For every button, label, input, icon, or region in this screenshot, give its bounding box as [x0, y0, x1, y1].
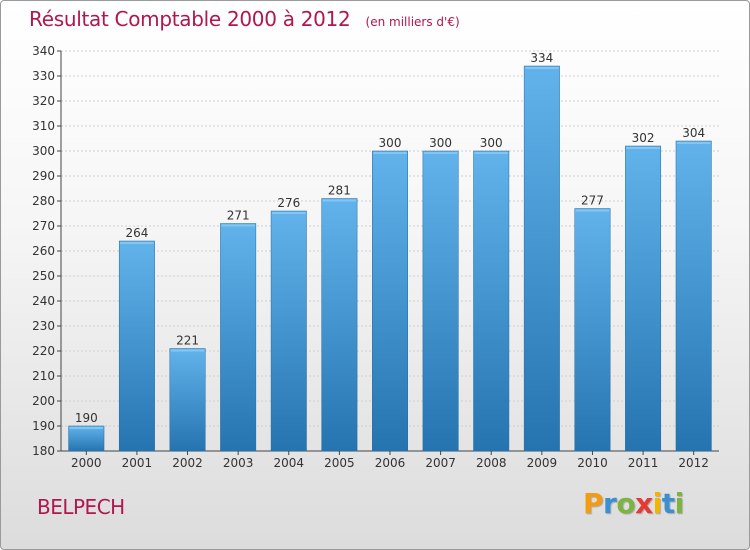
y-tick-label: 230: [32, 319, 55, 333]
bar: [321, 198, 358, 452]
bar-highlight: [676, 142, 711, 144]
x-tick-label: 2004: [273, 456, 304, 470]
data-label: 264: [125, 226, 148, 240]
y-tick-label: 310: [32, 119, 55, 133]
bar-highlight: [423, 152, 458, 154]
x-tick-label: 2001: [122, 456, 153, 470]
bar-highlight: [373, 152, 407, 154]
bar-highlight: [575, 209, 610, 212]
y-tick-label: 340: [32, 44, 55, 58]
bar: [523, 65, 560, 452]
bar-highlight: [474, 152, 508, 154]
bar-highlight: [120, 242, 154, 244]
x-tick-label: 2000: [71, 456, 102, 470]
y-tick-label: 240: [32, 294, 55, 308]
y-tick-label: 200: [32, 394, 55, 408]
data-label: 302: [632, 131, 655, 145]
bar-highlight: [69, 427, 104, 429]
bar: [220, 223, 257, 452]
y-tick-label: 190: [32, 419, 55, 433]
y-tick-label: 290: [32, 169, 55, 183]
logo-letter: i: [674, 487, 685, 520]
data-label: 190: [75, 411, 98, 425]
bar: [68, 425, 105, 452]
data-label: 281: [328, 184, 351, 198]
x-tick-label: 2006: [375, 456, 406, 470]
bar: [270, 210, 307, 452]
y-tick-label: 220: [32, 344, 55, 358]
data-label: 277: [581, 194, 604, 208]
bar-highlight: [525, 67, 559, 69]
y-tick-label: 280: [32, 194, 55, 208]
y-tick-label: 300: [32, 144, 55, 158]
data-label: 304: [682, 126, 705, 140]
bar: [625, 145, 662, 452]
bar: [118, 240, 155, 452]
y-tick-label: 320: [32, 94, 55, 108]
bar-highlight: [221, 224, 255, 227]
logo-letter: t: [661, 487, 675, 520]
chart-title: Résultat Comptable 2000 à 2012: [29, 7, 351, 31]
bar: [169, 348, 206, 452]
data-label: 276: [277, 196, 300, 210]
y-tick-label: 260: [32, 244, 55, 258]
data-label: 334: [530, 51, 553, 65]
bar: [422, 150, 459, 452]
data-label: 300: [480, 136, 503, 150]
bar-highlight: [272, 212, 306, 214]
x-tick-label: 2010: [577, 456, 608, 470]
proxiti-logo: Proxiti: [583, 487, 684, 520]
logo-letter: i: [652, 487, 663, 520]
data-label: 221: [176, 334, 199, 348]
x-tick-label: 2003: [223, 456, 254, 470]
x-tick-label: 2012: [678, 456, 709, 470]
x-tick-label: 2011: [628, 456, 659, 470]
chart-subtitle: (en milliers d'€): [365, 15, 460, 29]
y-tick-label: 180: [32, 444, 55, 458]
bar-highlight: [626, 147, 660, 149]
bar-highlight: [170, 349, 205, 352]
y-tick-label: 210: [32, 369, 55, 383]
chart-title-block: Résultat Comptable 2000 à 2012 (en milli…: [29, 7, 460, 31]
x-tick-label: 2007: [425, 456, 456, 470]
logo-letter: r: [603, 487, 617, 520]
data-label: 300: [429, 136, 452, 150]
y-tick-label: 270: [32, 219, 55, 233]
y-tick-label: 330: [32, 69, 55, 83]
place-name: BELPECH: [37, 495, 125, 519]
bar: [372, 150, 408, 452]
bar-highlight: [322, 199, 357, 202]
bar: [675, 140, 712, 452]
x-tick-label: 2002: [172, 456, 203, 470]
logo-letter: x: [635, 487, 653, 520]
data-label: 271: [227, 209, 250, 223]
bar: [473, 150, 510, 452]
x-tick-label: 2008: [476, 456, 507, 470]
x-tick-label: 2005: [324, 456, 355, 470]
x-tick-label: 2009: [527, 456, 558, 470]
logo-letter: o: [616, 487, 636, 520]
bar: [574, 208, 611, 452]
data-label: 300: [379, 136, 402, 150]
logo-letter: P: [583, 487, 604, 520]
y-tick-label: 250: [32, 269, 55, 283]
